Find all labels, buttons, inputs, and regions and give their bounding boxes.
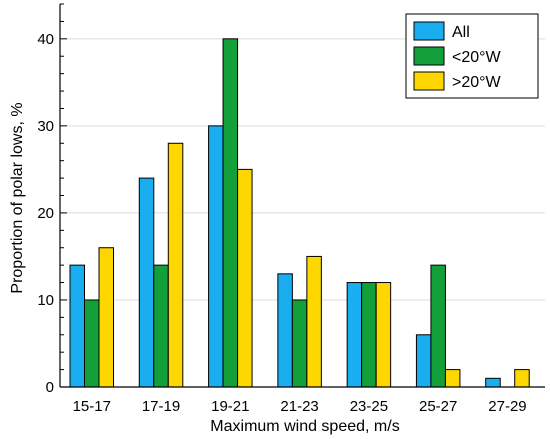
bar-21-23-0 <box>277 273 293 388</box>
legend-label-2: >20°W <box>452 74 502 91</box>
x-tick-label-4: 23-25 <box>350 398 388 415</box>
bar-17-19-1 <box>153 264 169 388</box>
bar-23-25-2 <box>375 282 392 388</box>
x-axis-ticks: 15-17 17-19 19-21 21-23 23-25 25-27 27-29 <box>73 398 527 415</box>
y-tick-label-2: 20 <box>37 205 54 222</box>
x-tick-label-5: 25-27 <box>419 398 457 415</box>
bar-15-17-2 <box>98 247 114 388</box>
legend: All <20°W >20°W <box>405 13 539 99</box>
bar-19-21-0 <box>208 125 224 388</box>
bar-27-29-2 <box>514 369 530 388</box>
y-tick-label-3: 30 <box>37 118 54 135</box>
y-axis-ticks: 0 10 20 30 40 <box>37 3 67 396</box>
bar-25-27-1 <box>430 264 446 388</box>
bar-21-23-1 <box>291 299 308 388</box>
bar-15-17-0 <box>69 264 85 388</box>
bar-17-19-0 <box>138 177 155 388</box>
bar-15-17-1 <box>84 299 100 388</box>
legend-swatch-1 <box>413 46 445 66</box>
y-tick-label-0: 0 <box>46 379 54 396</box>
bar-25-27-0 <box>415 334 432 388</box>
bar-19-21-1 <box>222 38 239 388</box>
y-tick-label-1: 10 <box>37 292 54 309</box>
y-axis-label: Proportion of polar lows, % <box>9 102 26 293</box>
bar-21-23-2 <box>306 255 322 388</box>
bars <box>69 38 530 388</box>
bar-17-19-2 <box>167 142 184 388</box>
legend-swatch-0 <box>413 21 445 41</box>
x-tick-label-2: 19-21 <box>211 398 249 415</box>
x-tick-label-1: 17-19 <box>142 398 180 415</box>
y-tick-label-4: 40 <box>37 31 54 48</box>
x-axis-label: Maximum wind speed, m/s <box>210 418 399 435</box>
legend-label-1: <20°W <box>452 49 502 66</box>
bar-23-25-1 <box>361 282 377 388</box>
bar-27-29-0 <box>485 377 501 388</box>
bar-25-27-2 <box>444 369 461 388</box>
bar-19-21-2 <box>237 168 253 388</box>
x-tick-label-6: 27-29 <box>488 398 526 415</box>
legend-swatch-2 <box>413 71 445 91</box>
x-tick-label-3: 21-23 <box>280 398 318 415</box>
bar-23-25-0 <box>346 282 363 388</box>
x-tick-label-0: 15-17 <box>73 398 111 415</box>
legend-label-0: All <box>452 24 470 41</box>
